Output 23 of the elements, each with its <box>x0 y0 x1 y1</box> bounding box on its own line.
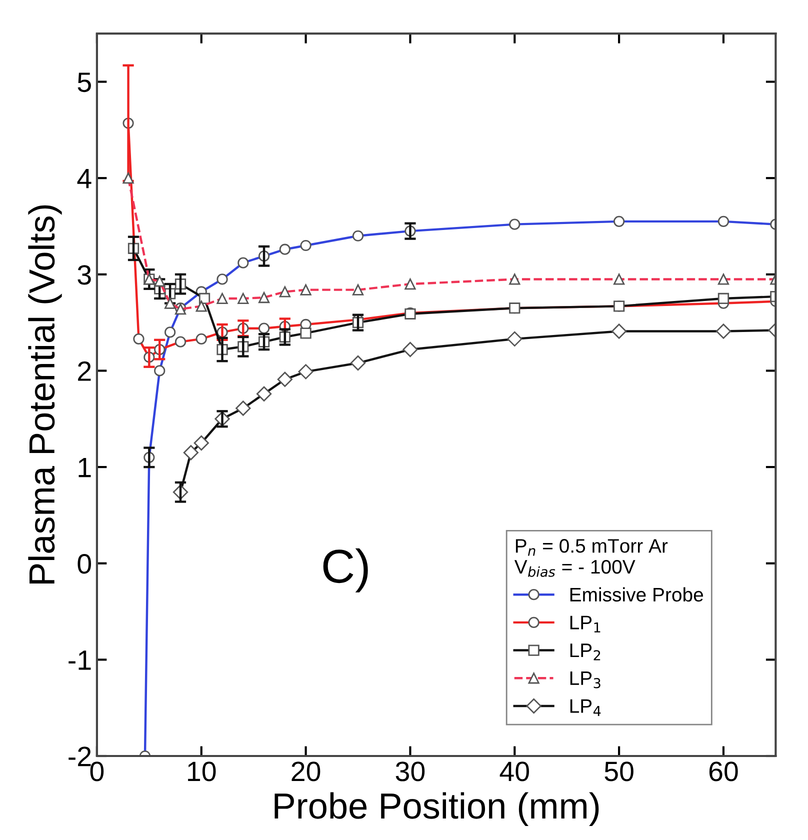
y-tick-label: -2 <box>68 746 91 766</box>
x-tick-label: 20 <box>292 762 320 782</box>
annotation: C) <box>323 548 368 592</box>
y-tick-label: 0 <box>78 554 92 574</box>
x-tick-label: 30 <box>396 762 425 782</box>
x-tick-label: 60 <box>709 762 738 782</box>
x-tick-label: 50 <box>604 762 634 782</box>
x-tick-label: 10 <box>188 762 216 782</box>
y-tick-label: -1 <box>68 650 91 670</box>
y-tick-label: 3 <box>78 265 91 285</box>
y-tick-label: 4 <box>77 169 92 188</box>
y-tick-label: 2 <box>78 361 91 381</box>
legend-label: LP$_{4}$ <box>570 699 601 716</box>
y-axis-title: Plasma Potential (Volts) <box>28 205 62 584</box>
legend-label: LP$_{1}$ <box>570 616 600 632</box>
legend-label: LP$_{2}$ <box>570 644 600 660</box>
y-tick-label: 5 <box>78 72 91 92</box>
x-tick-label: 40 <box>500 762 529 782</box>
legend-label: LP$_{3}$ <box>570 672 600 688</box>
y-tick-label: 1 <box>78 458 91 478</box>
x-axis-title: Probe Position (mm) <box>274 792 599 826</box>
legend-title: P$_{n}$ = 0.5 mTorr Ar V$_{bias}$ = - 100V <box>514 539 668 577</box>
legend-label: Emissive Probe <box>570 587 704 602</box>
